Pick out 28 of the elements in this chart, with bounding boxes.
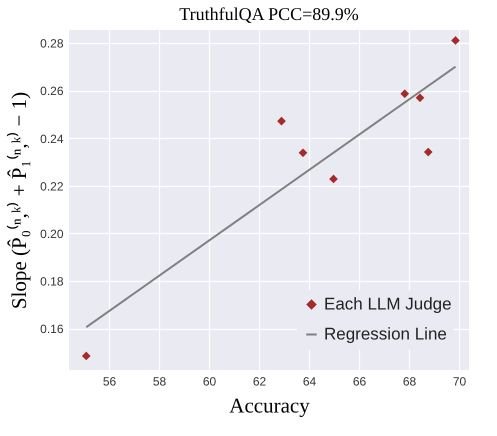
legend-label: Each LLM Judge — [324, 294, 452, 314]
x-axis-title: Accuracy — [229, 394, 310, 418]
point — [400, 89, 410, 98]
point — [424, 148, 433, 156]
y-tick-label: 0.28 — [40, 36, 64, 51]
legend-label: Regression Line — [324, 324, 447, 344]
point — [451, 36, 460, 45]
x-tick-label: 66 — [352, 374, 366, 388]
point — [298, 148, 308, 158]
y-tick-label: 0.24 — [40, 132, 64, 146]
y-tick-label: 0.18 — [40, 274, 64, 289]
x-tick-label: 62 — [252, 374, 266, 388]
y-tick-label: 0.22 — [40, 179, 64, 194]
point — [416, 93, 424, 102]
y-tick-label: 0.26 — [40, 84, 64, 98]
y-tick-label: 0.16 — [40, 322, 64, 336]
x-tick-label: 60 — [202, 374, 216, 388]
x-tick-label: 68 — [402, 374, 416, 388]
point — [329, 174, 338, 184]
point — [82, 352, 91, 360]
chart-title: TruthfulQA PCC=89.9% — [179, 4, 359, 24]
y-axis-title: Slope (P̂₀⁽ⁿ,ᵏ⁾ + P̂₁⁽ⁿ,ᵏ⁾ − 1) — [6, 92, 32, 310]
x-tick-label: 56 — [102, 374, 116, 388]
x-tick-label: 64 — [302, 374, 316, 388]
point — [277, 116, 286, 126]
x-tick-label: 58 — [152, 374, 166, 388]
x-tick-label: 70 — [452, 374, 466, 388]
y-tick-label: 0.20 — [40, 226, 64, 241]
